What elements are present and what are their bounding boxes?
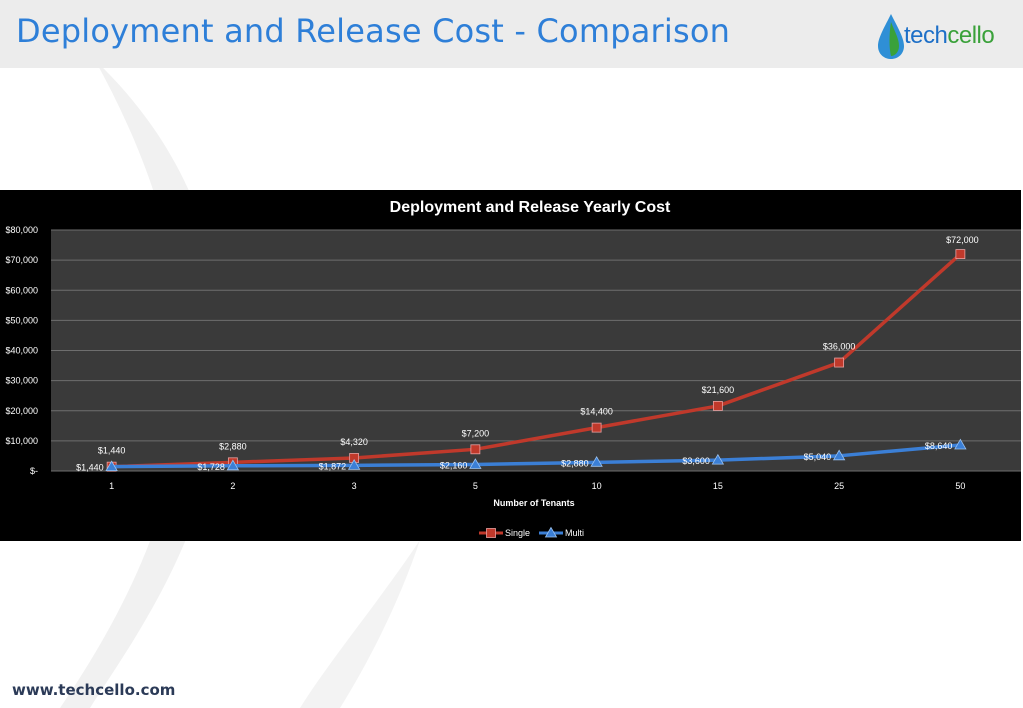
x-tick-label: 15 xyxy=(713,481,723,491)
data-label-single: $14,400 xyxy=(580,407,613,417)
data-point-multi xyxy=(469,458,482,469)
data-label-multi: $5,040 xyxy=(804,452,832,462)
line-chart: Deployment and Release Yearly Cost $- $10,… xyxy=(5,199,1021,538)
y-tick-label: $80,000 xyxy=(5,225,38,235)
y-tick-label: $60,000 xyxy=(5,285,38,295)
data-point-multi xyxy=(347,459,361,470)
logo-text-part1: tech xyxy=(904,22,948,49)
data-point-multi xyxy=(105,460,118,472)
chart-panel: Deployment and Release Yearly Cost $- $10,… xyxy=(0,190,1021,541)
slide-header: Deployment and Release Cost - Comparison… xyxy=(0,0,1023,68)
data-label-multi: $1,440 xyxy=(76,463,104,473)
water-drop-icon xyxy=(878,14,904,59)
data-label-multi: $1,728 xyxy=(197,462,225,472)
data-label-single: $21,600 xyxy=(702,385,735,395)
x-tick-label: 25 xyxy=(834,481,844,491)
logo-wordmark: techcello xyxy=(904,22,995,50)
data-label-multi: $8,640 xyxy=(925,441,953,451)
legend-marker-single xyxy=(486,528,496,538)
slide-title: Deployment and Release Cost - Comparison xyxy=(16,12,731,50)
data-label-multi: $2,880 xyxy=(561,458,589,468)
data-point-single xyxy=(834,357,845,368)
y-tick-label: $10,000 xyxy=(5,436,38,446)
data-label-single: $36,000 xyxy=(823,342,856,352)
y-tick-label: $- xyxy=(30,466,38,476)
x-tick-label: 50 xyxy=(955,481,965,491)
data-label-multi: $3,600 xyxy=(682,456,710,466)
data-label-single: $4,320 xyxy=(340,437,368,447)
y-tick-label: $30,000 xyxy=(5,376,38,386)
x-tick-label: 1 xyxy=(109,481,114,491)
x-tick-label: 5 xyxy=(473,481,478,491)
data-point-single xyxy=(955,249,966,259)
x-axis-label: Number of Tenants xyxy=(493,498,574,508)
y-tick-label: $20,000 xyxy=(5,406,38,416)
logo-text-part2: cello xyxy=(947,22,995,49)
chart-title: Deployment and Release Yearly Cost xyxy=(390,199,671,216)
legend-label-multi: Multi xyxy=(565,528,584,538)
data-label-single: $7,200 xyxy=(462,428,490,438)
series-line-single xyxy=(109,252,963,469)
data-label-single: $2,880 xyxy=(219,441,247,451)
y-tick-label: $40,000 xyxy=(5,346,38,356)
data-label-multi: $2,160 xyxy=(440,460,468,470)
data-point-multi xyxy=(832,449,846,461)
x-tick-label: 10 xyxy=(592,481,602,491)
data-label-multi: $1,872 xyxy=(319,461,347,471)
data-point-multi xyxy=(590,456,603,467)
data-point-multi xyxy=(226,459,240,471)
techcello-logo: techcello xyxy=(876,10,1016,62)
series-line-multi xyxy=(109,443,963,469)
footer-url: www.techcello.com xyxy=(12,681,176,699)
data-point-single xyxy=(470,444,481,455)
data-point-single xyxy=(591,422,602,433)
data-point-multi xyxy=(711,453,725,465)
data-point-single xyxy=(712,401,723,411)
x-tick-label: 3 xyxy=(352,481,357,491)
legend-marker-multi xyxy=(544,526,558,538)
y-tick-label: $50,000 xyxy=(5,315,38,325)
data-label-single: $1,440 xyxy=(98,446,126,456)
data-point-multi xyxy=(954,438,967,450)
x-tick-label: 2 xyxy=(230,481,235,491)
y-tick-label: $70,000 xyxy=(5,255,38,265)
legend-label-single: Single xyxy=(505,528,530,538)
data-label-single: $72,000 xyxy=(946,235,979,245)
